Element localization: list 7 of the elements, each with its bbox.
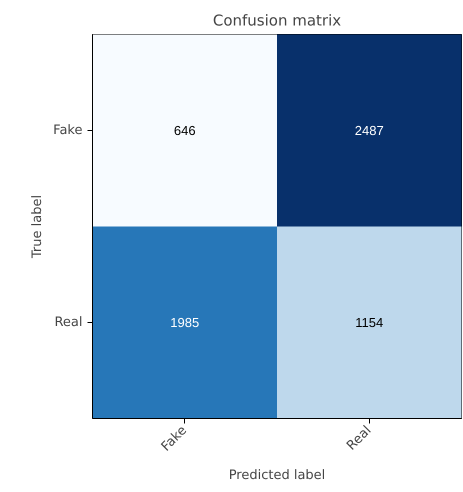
data-label: 2487 xyxy=(354,123,384,138)
data-label: 1985 xyxy=(170,315,200,330)
chart-title: Confusion matrix xyxy=(212,12,342,30)
x-axis-title: Predicted label xyxy=(228,468,326,483)
y-axis-title: True label xyxy=(30,194,46,260)
data-label: 646 xyxy=(174,123,196,138)
data-label: 1154 xyxy=(355,315,384,330)
